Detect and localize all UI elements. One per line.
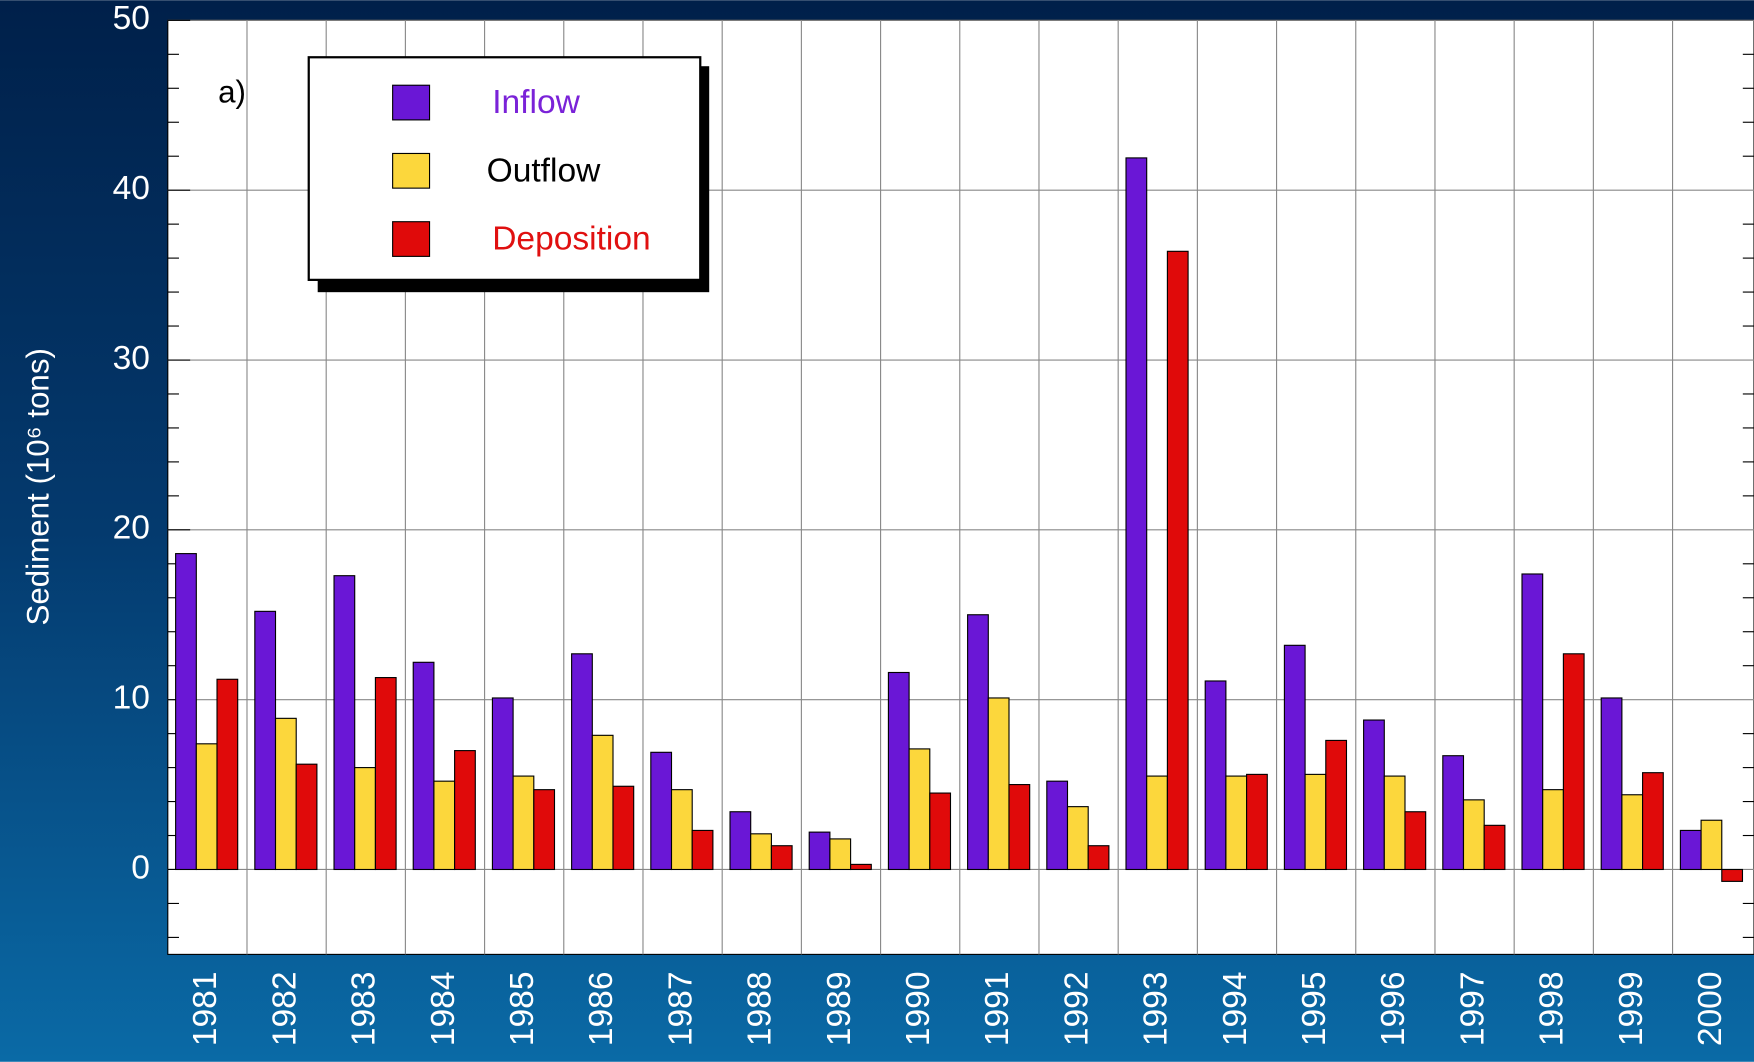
bar — [691, 829, 714, 871]
x-tick-label: 1990 — [900, 971, 937, 1046]
x-tick-label: 1994 — [1217, 971, 1254, 1046]
bar — [670, 789, 693, 871]
bar — [491, 697, 514, 871]
bar — [1146, 775, 1168, 871]
bar — [1304, 773, 1327, 871]
x-tick-label: 1988 — [742, 971, 779, 1046]
bar — [1521, 573, 1544, 871]
x-tick-label: 1993 — [1138, 971, 1175, 1046]
x-tick-label: 1981 — [187, 971, 224, 1046]
bar — [274, 717, 297, 871]
x-tick-label: 1997 — [1454, 971, 1491, 1046]
bar — [770, 845, 793, 871]
annotation: a) — [218, 74, 246, 109]
bar — [412, 661, 435, 871]
bar — [1363, 719, 1385, 871]
legend: Inflow Outflow Deposition — [307, 56, 710, 293]
bar — [1721, 868, 1744, 882]
bar — [433, 780, 456, 871]
bar — [987, 697, 1010, 871]
bar — [612, 785, 635, 871]
y-tick-label: 0 — [131, 849, 150, 886]
bar — [650, 751, 673, 871]
bar — [1087, 845, 1110, 871]
bar — [1542, 789, 1564, 871]
bar — [216, 678, 239, 871]
bar — [1125, 157, 1148, 871]
bar — [333, 575, 356, 871]
bar — [1204, 680, 1227, 871]
x-tick-label: 1991 — [979, 971, 1016, 1046]
bar — [1700, 819, 1723, 871]
x-tick-label: 1992 — [1058, 971, 1095, 1046]
x-tick-label: 1986 — [583, 971, 620, 1046]
bar — [929, 792, 952, 871]
y-tick-label: 10 — [113, 680, 150, 717]
bar — [374, 677, 397, 871]
bar — [1600, 697, 1623, 871]
bar — [750, 833, 772, 871]
bar — [1442, 755, 1465, 871]
bar — [533, 789, 556, 871]
bar — [729, 811, 752, 871]
legend-items: Inflow Outflow Deposition — [392, 84, 651, 258]
x-tick-label: 1982 — [266, 971, 303, 1046]
bar — [850, 863, 872, 871]
bar — [1462, 799, 1485, 871]
bar — [1642, 772, 1664, 871]
y-tick-label: 40 — [113, 170, 150, 207]
bar — [254, 610, 277, 871]
x-tick-label: 1985 — [504, 971, 541, 1046]
bar — [1679, 829, 1702, 871]
y-tick-label: 30 — [113, 340, 150, 377]
legend-label: Inflow — [492, 84, 580, 121]
bar — [354, 767, 376, 871]
x-tick-label: 1998 — [1534, 971, 1571, 1046]
legend-swatch — [392, 221, 431, 257]
bar — [512, 775, 535, 871]
y-tick-label: 50 — [113, 0, 150, 37]
x-tick-label: 1983 — [346, 971, 383, 1046]
bar — [591, 734, 614, 871]
bar — [571, 653, 593, 871]
x-tick-label: 1999 — [1613, 971, 1650, 1046]
legend-box — [307, 56, 702, 281]
legend-label: Deposition — [492, 221, 651, 258]
legend-label: Outflow — [487, 152, 602, 189]
bar — [1066, 806, 1089, 871]
bar — [1225, 775, 1248, 871]
x-tick-label: 1984 — [425, 971, 462, 1046]
bar — [175, 553, 197, 871]
legend-swatch — [392, 152, 431, 189]
y-axis-label: Sediment (10⁶ tons) — [21, 348, 56, 625]
bar — [454, 750, 476, 871]
bar — [1046, 780, 1069, 871]
bar — [195, 743, 218, 871]
bar — [295, 763, 318, 871]
bar — [1404, 811, 1427, 871]
bar — [1166, 250, 1189, 871]
legend-swatch — [392, 84, 431, 121]
x-tick-label: 1989 — [821, 971, 858, 1046]
bar — [1621, 794, 1644, 871]
bar — [967, 614, 989, 871]
bar — [1383, 775, 1406, 871]
x-tick-label: 1987 — [662, 971, 699, 1046]
bar — [1325, 739, 1348, 871]
bar — [1008, 784, 1031, 871]
bar — [887, 671, 910, 871]
bar — [829, 838, 852, 871]
bar — [1283, 644, 1306, 871]
bar — [1483, 824, 1506, 871]
y-tick-label: 20 — [113, 510, 150, 547]
bar — [1562, 653, 1585, 871]
bar — [808, 831, 831, 871]
x-tick-label: 1995 — [1296, 971, 1333, 1046]
x-tick-label: 1996 — [1375, 971, 1412, 1046]
x-tick-label: 2000 — [1692, 971, 1729, 1046]
bar — [908, 748, 931, 871]
plot-layer: 0 10 20 30 40 50 1981 1982 1983 1984 1985 1986 1987 1… — [113, 0, 1754, 1046]
bar — [1246, 773, 1268, 871]
